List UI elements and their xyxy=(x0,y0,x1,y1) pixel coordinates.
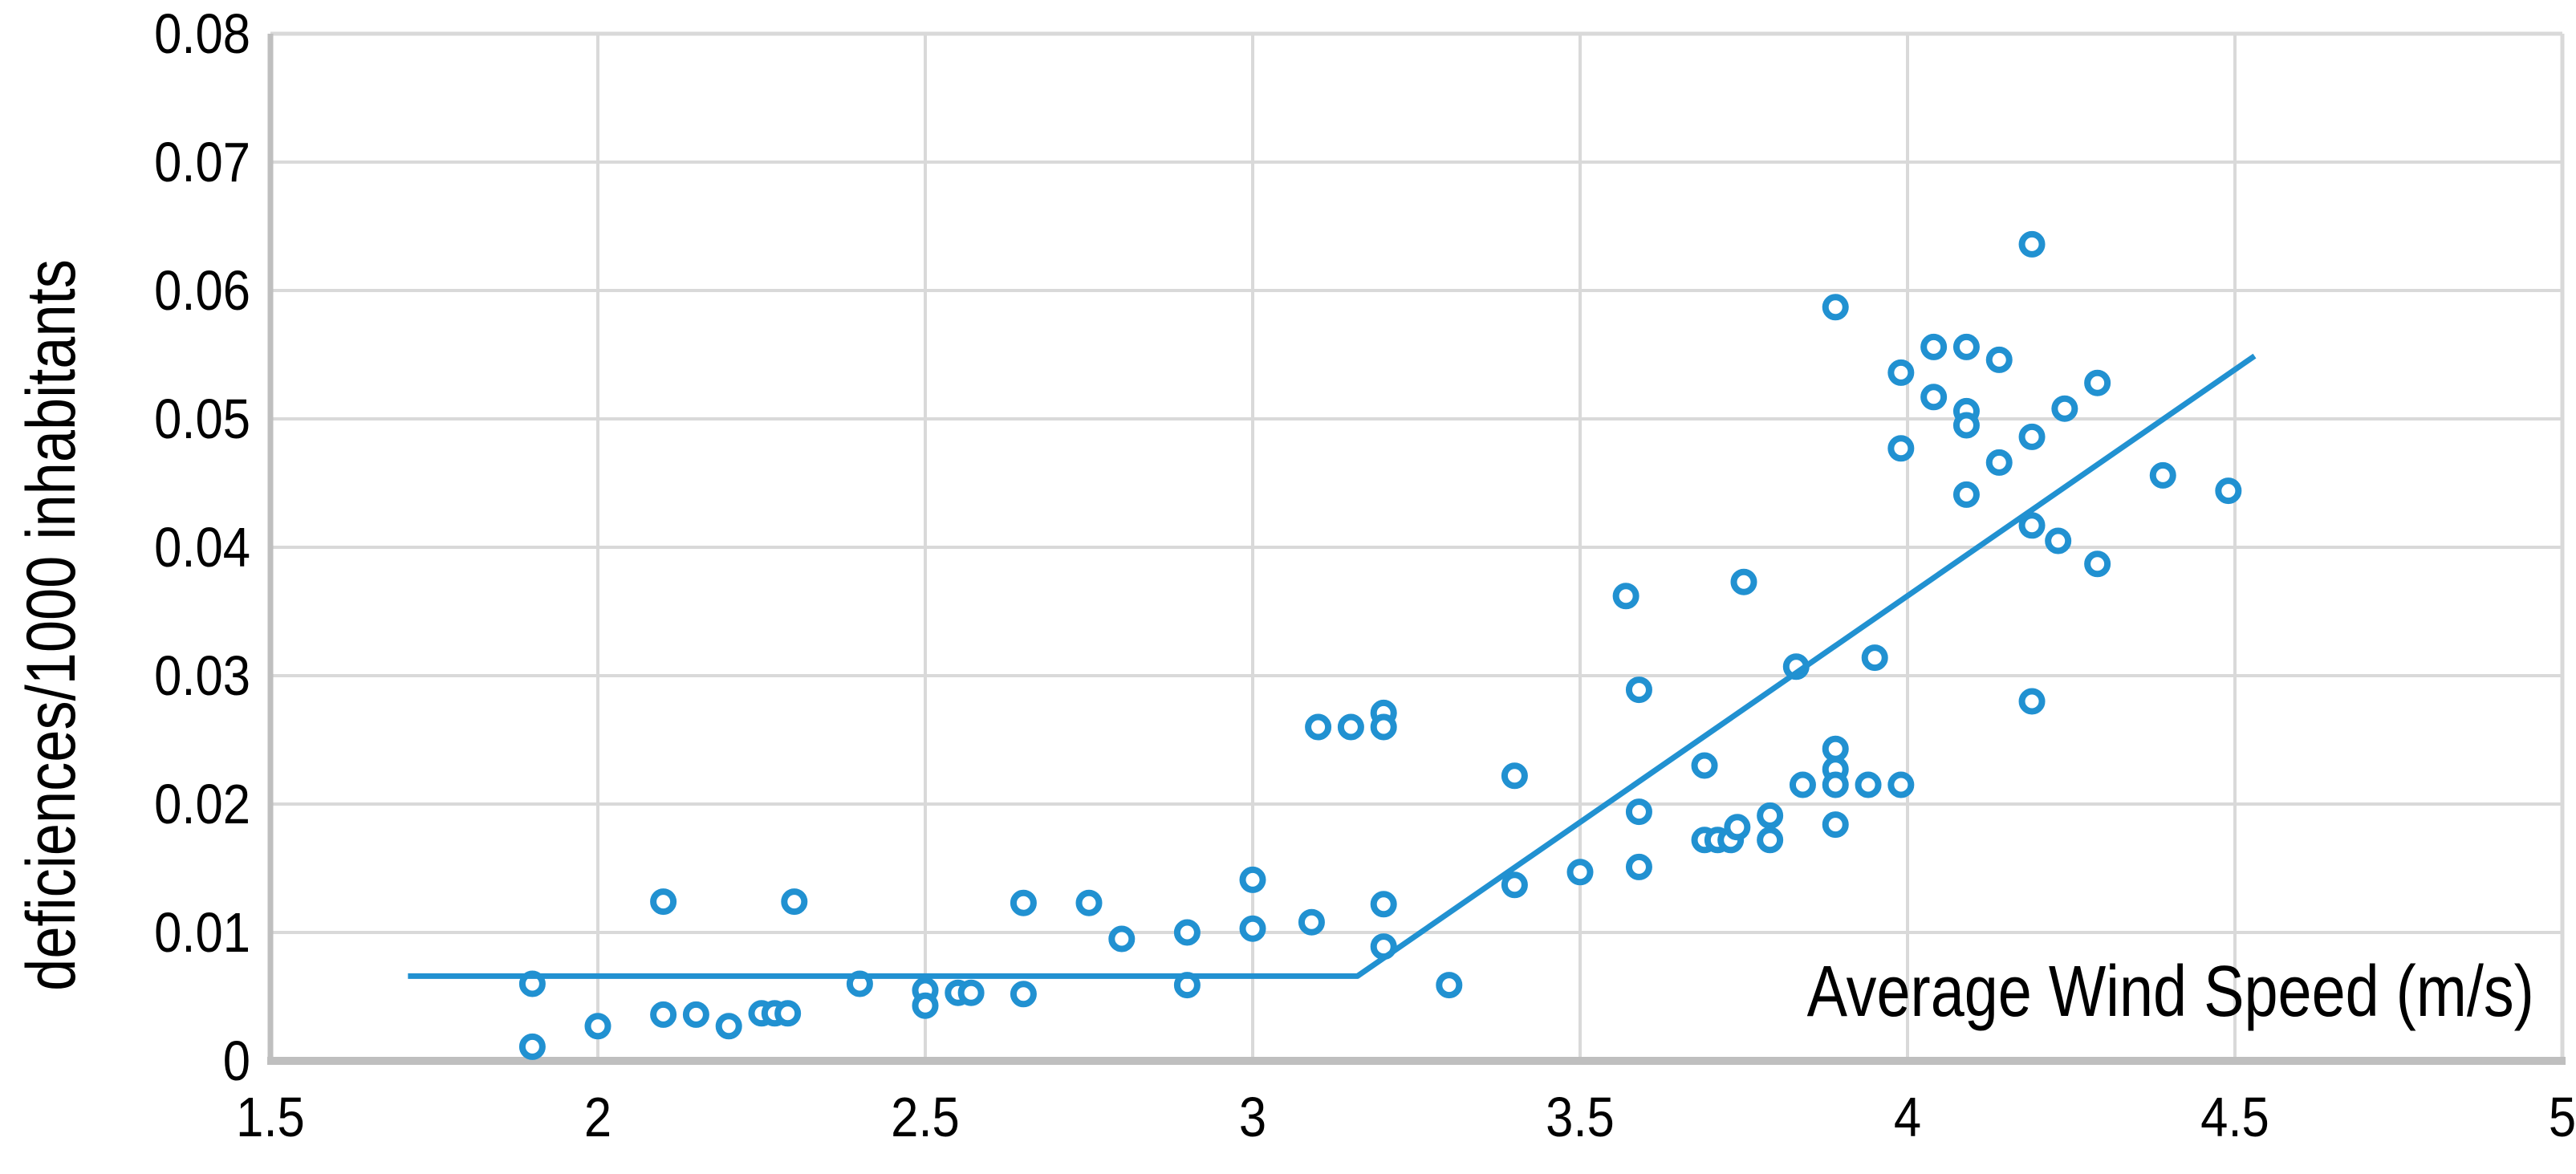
data-point-marker xyxy=(1370,891,1397,918)
data-point-marker xyxy=(1566,859,1594,886)
y-tick-label: 0.08 xyxy=(154,2,250,65)
data-point-marker xyxy=(1010,889,1037,916)
y-tick-label: 0.07 xyxy=(154,131,250,193)
data-point-markers xyxy=(518,230,2242,1060)
data-point-marker xyxy=(650,1001,677,1028)
data-point-marker xyxy=(1952,481,1980,508)
data-point-marker xyxy=(774,1000,802,1027)
data-point-marker xyxy=(1757,827,1784,854)
data-point-marker xyxy=(1861,644,1888,672)
x-tick-label: 2 xyxy=(583,1086,612,1148)
data-point-marker xyxy=(2084,369,2111,396)
data-point-marker xyxy=(1724,814,1751,841)
data-point-marker xyxy=(2045,527,2072,555)
data-point-marker xyxy=(1985,346,2013,373)
x-tick-label: 3.5 xyxy=(1546,1086,1615,1148)
x-tick-label: 1.5 xyxy=(236,1086,305,1148)
data-point-marker xyxy=(2018,230,2046,258)
gridlines xyxy=(269,32,2564,1062)
data-point-marker xyxy=(1789,771,1816,798)
data-point-marker xyxy=(2084,550,2111,578)
data-point-marker xyxy=(2018,688,2046,715)
data-point-marker xyxy=(1075,889,1103,916)
y-tick-label: 0 xyxy=(222,1030,250,1092)
data-point-marker xyxy=(1239,866,1266,893)
data-point-marker xyxy=(1757,802,1784,829)
data-point-marker xyxy=(2018,512,2046,539)
data-point-marker xyxy=(715,1013,742,1040)
data-point-marker xyxy=(518,1033,546,1060)
data-point-marker xyxy=(2018,423,2046,450)
x-tick-label: 2.5 xyxy=(891,1086,960,1148)
data-point-marker xyxy=(912,992,939,1019)
data-point-marker xyxy=(1822,771,1849,798)
data-point-marker xyxy=(1436,972,1463,999)
data-point-marker xyxy=(781,888,808,916)
data-point-marker xyxy=(1952,412,1980,439)
data-point-marker xyxy=(682,1001,709,1028)
data-point-marker xyxy=(1822,811,1849,839)
y-tick-label: 0.06 xyxy=(154,259,250,322)
data-point-marker xyxy=(1305,713,1332,741)
data-point-marker xyxy=(1887,359,1915,386)
data-point-marker xyxy=(1822,294,1849,321)
y-tick-label: 0.02 xyxy=(154,773,250,835)
data-point-marker xyxy=(1108,925,1136,953)
data-point-marker xyxy=(1370,713,1397,741)
y-axis-title: deficiences/1000 inhabitants xyxy=(13,259,90,991)
plot-border xyxy=(267,31,2566,1065)
data-point-marker xyxy=(1501,871,1528,899)
x-tick-label: 3 xyxy=(1238,1086,1267,1148)
data-point-marker xyxy=(584,1013,611,1040)
y-tick-label: 0.03 xyxy=(154,644,250,707)
data-point-marker xyxy=(1625,798,1652,826)
data-point-marker xyxy=(1625,853,1652,880)
data-point-marker xyxy=(1691,752,1718,779)
y-tick-label: 0.05 xyxy=(154,388,250,450)
data-point-marker xyxy=(1298,908,1325,936)
data-point-marker xyxy=(1952,333,1980,360)
data-point-marker xyxy=(1730,568,1757,595)
data-point-marker xyxy=(1173,919,1201,946)
x-tick-label: 5 xyxy=(2548,1086,2576,1148)
data-point-marker xyxy=(1920,333,1948,360)
data-point-marker xyxy=(1855,771,1882,798)
trend-line-group xyxy=(408,353,2257,979)
data-point-marker xyxy=(2149,461,2176,489)
x-tick-label: 4 xyxy=(1893,1086,1922,1148)
data-point-marker xyxy=(1985,449,2013,476)
x-tick-label: 4.5 xyxy=(2200,1086,2269,1148)
data-point-marker xyxy=(1612,583,1639,610)
data-point-marker xyxy=(1501,762,1528,790)
data-point-marker xyxy=(1887,771,1915,798)
data-point-marker xyxy=(957,979,985,1006)
x-axis-title: Average Wind Speed (m/s) xyxy=(1806,952,2534,1032)
data-point-marker xyxy=(1625,676,1652,704)
y-tick-label: 0.04 xyxy=(154,516,250,579)
data-point-marker xyxy=(650,888,677,916)
data-point-marker xyxy=(1337,713,1364,741)
data-point-marker xyxy=(1887,435,1915,462)
data-point-marker xyxy=(1239,915,1266,942)
data-point-marker xyxy=(1920,384,1948,411)
data-point-marker xyxy=(2215,477,2242,505)
data-point-marker xyxy=(1822,735,1849,762)
y-tick-label: 0.01 xyxy=(154,901,250,964)
trend-line xyxy=(408,353,2257,979)
data-point-marker xyxy=(2051,395,2078,422)
data-point-marker xyxy=(1010,981,1037,1008)
